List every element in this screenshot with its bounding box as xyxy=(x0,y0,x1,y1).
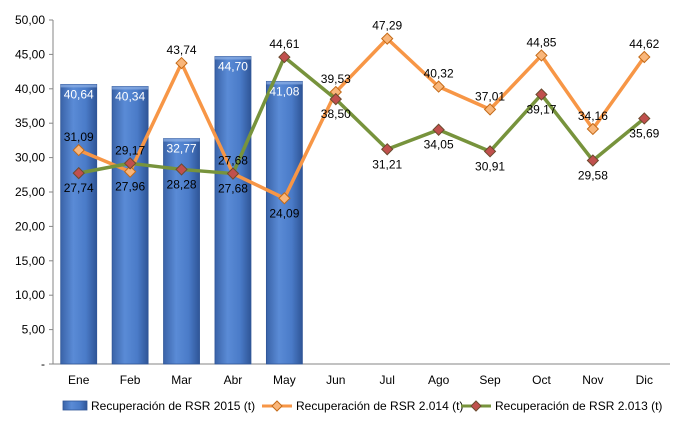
point-marker xyxy=(381,32,394,45)
bar-value-label: 40,64 xyxy=(64,87,94,101)
line-value-label: 29,17 xyxy=(115,143,145,157)
x-tick-label: Mar xyxy=(171,373,192,387)
legend-label: Recuperación de RSR 2.014 (t) xyxy=(296,399,463,413)
y-tick-label: - xyxy=(41,357,45,371)
legend-marker xyxy=(470,400,482,412)
bar-highlight xyxy=(60,84,97,88)
point-marker xyxy=(175,56,188,70)
bar-highlight xyxy=(163,138,200,142)
point-marker xyxy=(123,165,137,178)
line-value-label: 44,62 xyxy=(629,37,659,51)
point-marker xyxy=(381,143,394,156)
bar xyxy=(60,83,98,365)
bar xyxy=(163,138,200,365)
line-value-label: 38,50 xyxy=(321,107,351,121)
point-marker xyxy=(586,122,600,136)
line-value-label: 29,58 xyxy=(578,168,608,182)
legend-label: Recuperación de RSR 2.013 (t) xyxy=(495,399,662,413)
bar-value-label: 44,70 xyxy=(218,59,248,73)
point-marker xyxy=(278,50,291,64)
line-series xyxy=(72,32,651,205)
bar-highlight xyxy=(112,86,149,90)
x-tick-label: Feb xyxy=(120,373,141,387)
series-line xyxy=(78,55,646,176)
point-marker xyxy=(226,167,240,180)
point-marker xyxy=(535,49,548,62)
line-value-label: 31,21 xyxy=(372,157,402,171)
bar-series xyxy=(60,56,303,365)
x-tick-label: Abr xyxy=(224,373,243,387)
bar-highlight xyxy=(214,56,251,60)
point-marker xyxy=(175,163,188,176)
point-marker xyxy=(535,88,548,101)
point-marker xyxy=(483,103,497,116)
line-value-label: 27,68 xyxy=(218,182,248,196)
x-tick-label: Jun xyxy=(326,373,345,387)
line-value-label: 34,16 xyxy=(578,109,608,123)
data-labels: 40,64 40,34 32,77 44,70 41,08 31,09 27,74 27,96… xyxy=(64,19,660,221)
line-value-label: 37,01 xyxy=(475,89,505,103)
y-tick-label: 15,00 xyxy=(15,254,45,268)
point-marker xyxy=(72,166,85,180)
point-marker xyxy=(638,112,651,125)
point-marker xyxy=(432,80,445,93)
line-value-label: 28,28 xyxy=(167,177,197,191)
x-tick-label: Nov xyxy=(582,373,603,387)
x-tick-label: Ene xyxy=(68,373,90,387)
bar-highlight xyxy=(266,81,303,85)
x-tick-label: Jul xyxy=(380,373,395,387)
line-value-label: 43,74 xyxy=(167,43,197,57)
x-tick-label: May xyxy=(273,373,296,387)
series-line xyxy=(78,36,646,201)
line-value-label: 24,09 xyxy=(269,206,299,220)
y-tick-label: 45,00 xyxy=(15,47,45,61)
bar-value-label: 40,34 xyxy=(115,89,145,103)
line-value-label: 34,05 xyxy=(424,138,454,152)
line-value-label: 39,17 xyxy=(526,103,556,117)
x-tick-label: Sep xyxy=(479,373,501,387)
line-value-label: 31,09 xyxy=(64,130,94,144)
y-tick-label: 5,00 xyxy=(22,323,46,337)
x-tick-label: Ago xyxy=(428,373,450,387)
line-value-label: 27,68 xyxy=(218,154,248,168)
line-value-label: 40,32 xyxy=(424,67,454,81)
axes: - 5,00 10,00 15,00 20,00 25,00 30,00 35,00 40,00… xyxy=(15,13,670,387)
line-value-label: 44,61 xyxy=(269,37,299,51)
point-marker xyxy=(329,92,342,106)
line-value-label: 27,74 xyxy=(64,181,94,195)
line-value-label: 44,85 xyxy=(526,35,556,49)
point-marker xyxy=(638,50,651,64)
point-marker xyxy=(72,143,85,157)
y-tick-label: 50,00 xyxy=(15,13,45,27)
bar xyxy=(214,56,252,365)
x-tick-label: Dic xyxy=(636,373,653,387)
line-value-label: 39,53 xyxy=(321,72,351,86)
x-tick-label: Oct xyxy=(532,373,551,387)
bar-value-label: 32,77 xyxy=(167,142,197,156)
y-tick-label: 35,00 xyxy=(15,116,45,130)
y-tick-label: 20,00 xyxy=(15,219,45,233)
bar xyxy=(111,86,149,365)
line-value-label: 35,69 xyxy=(629,126,659,140)
legend-label: Recuperación de RSR 2015 (t) xyxy=(91,399,255,413)
line-value-label: 30,91 xyxy=(475,159,505,173)
legend-swatch-bar xyxy=(62,400,88,411)
legend-marker xyxy=(271,400,283,412)
bar xyxy=(265,80,303,365)
y-tick-label: 40,00 xyxy=(15,82,45,96)
bar-value-label: 41,08 xyxy=(269,84,299,98)
legend: Recuperación de RSR 2015 (t) Recuperación… xyxy=(62,399,662,413)
line-value-label: 47,29 xyxy=(372,19,402,33)
point-marker xyxy=(278,192,291,205)
line-value-label: 27,96 xyxy=(115,180,145,194)
point-marker xyxy=(123,157,137,170)
point-marker xyxy=(432,123,445,136)
point-marker xyxy=(483,145,497,158)
y-tick-label: 10,00 xyxy=(15,288,45,302)
y-tick-label: 30,00 xyxy=(15,151,45,165)
point-marker xyxy=(586,154,600,167)
y-tick-label: 25,00 xyxy=(15,185,45,199)
